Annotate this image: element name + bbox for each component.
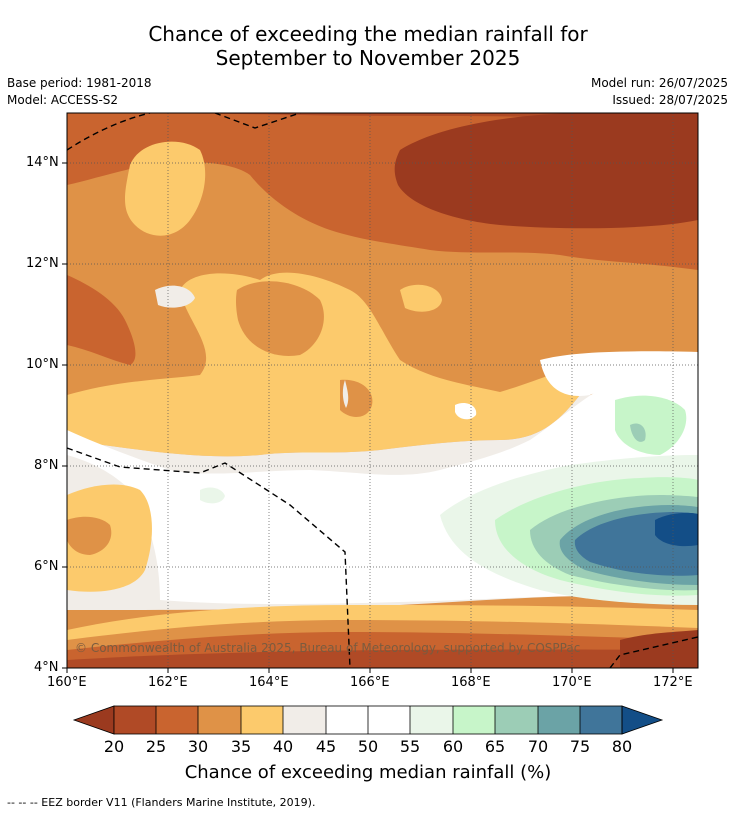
axis-ticks xyxy=(62,162,674,673)
lon-label: 162°E xyxy=(148,675,188,690)
map-title-line1: Chance of exceeding the median rainfall … xyxy=(148,22,588,46)
eez-footnote: -- -- -- EEZ border V11 (Flanders Marine… xyxy=(7,796,316,809)
colorbar-segment xyxy=(368,706,410,734)
map-title-line2: September to November 2025 xyxy=(215,46,521,70)
copyright-text: © Commonwealth of Australia 2025, Bureau… xyxy=(75,641,581,655)
colorbar-segment xyxy=(198,706,241,734)
colorbar-extend-high xyxy=(621,705,664,735)
lon-label: 166°E xyxy=(350,675,390,690)
colorbar-extend-low xyxy=(72,705,115,735)
colorbar-segment xyxy=(580,706,622,734)
colorbar-label: Chance of exceeding median rainfall (%) xyxy=(184,762,552,783)
colorbar-segment xyxy=(283,706,326,734)
colorbar-tick: 45 xyxy=(315,737,337,756)
colorbar-tick: 70 xyxy=(527,737,549,756)
map-field xyxy=(67,113,698,668)
colorbar-segment xyxy=(410,706,453,734)
issued-text: Issued: 28/07/2025 xyxy=(612,93,728,107)
colorbar-segment xyxy=(326,706,368,734)
colorbar-tick: 60 xyxy=(442,737,464,756)
colorbar-tick: 75 xyxy=(569,737,591,756)
lon-label: 168°E xyxy=(451,675,491,690)
lon-label: 164°E xyxy=(249,675,289,690)
lon-label: 172°E xyxy=(653,675,693,690)
colorbar-segment xyxy=(156,706,198,734)
colorbar-tick: 50 xyxy=(357,737,379,756)
colorbar xyxy=(72,705,664,735)
colorbar-tick: 25 xyxy=(145,737,167,756)
model-run-text: Model run: 26/07/2025 xyxy=(590,76,728,90)
base-period-text: Base period: 1981-2018 xyxy=(7,76,152,90)
lat-label: 8°N xyxy=(34,458,59,473)
lat-label: 10°N xyxy=(26,357,59,372)
colorbar-tick: 30 xyxy=(187,737,209,756)
lat-label: 6°N xyxy=(34,559,59,574)
colorbar-tick: 35 xyxy=(230,737,252,756)
map-frame xyxy=(66,112,699,669)
colorbar-segment xyxy=(241,706,283,734)
lat-label: 4°N xyxy=(34,660,59,675)
model-text: Model: ACCESS-S2 xyxy=(7,93,119,107)
lon-label: 170°E xyxy=(552,675,592,690)
eez-border xyxy=(67,113,698,668)
lat-label: 14°N xyxy=(26,155,59,170)
colorbar-tick: 65 xyxy=(484,737,506,756)
colorbar-tick: 20 xyxy=(103,737,125,756)
graticule xyxy=(67,113,698,668)
colorbar-tick: 40 xyxy=(272,737,294,756)
colorbar-segment xyxy=(538,706,580,734)
colorbar-segment xyxy=(453,706,495,734)
colorbar-segment xyxy=(495,706,538,734)
lon-label: 160°E xyxy=(47,675,87,690)
colorbar-tick: 80 xyxy=(611,737,633,756)
lat-label: 12°N xyxy=(26,256,59,271)
colorbar-tick: 55 xyxy=(399,737,421,756)
colorbar-segment xyxy=(114,706,156,734)
